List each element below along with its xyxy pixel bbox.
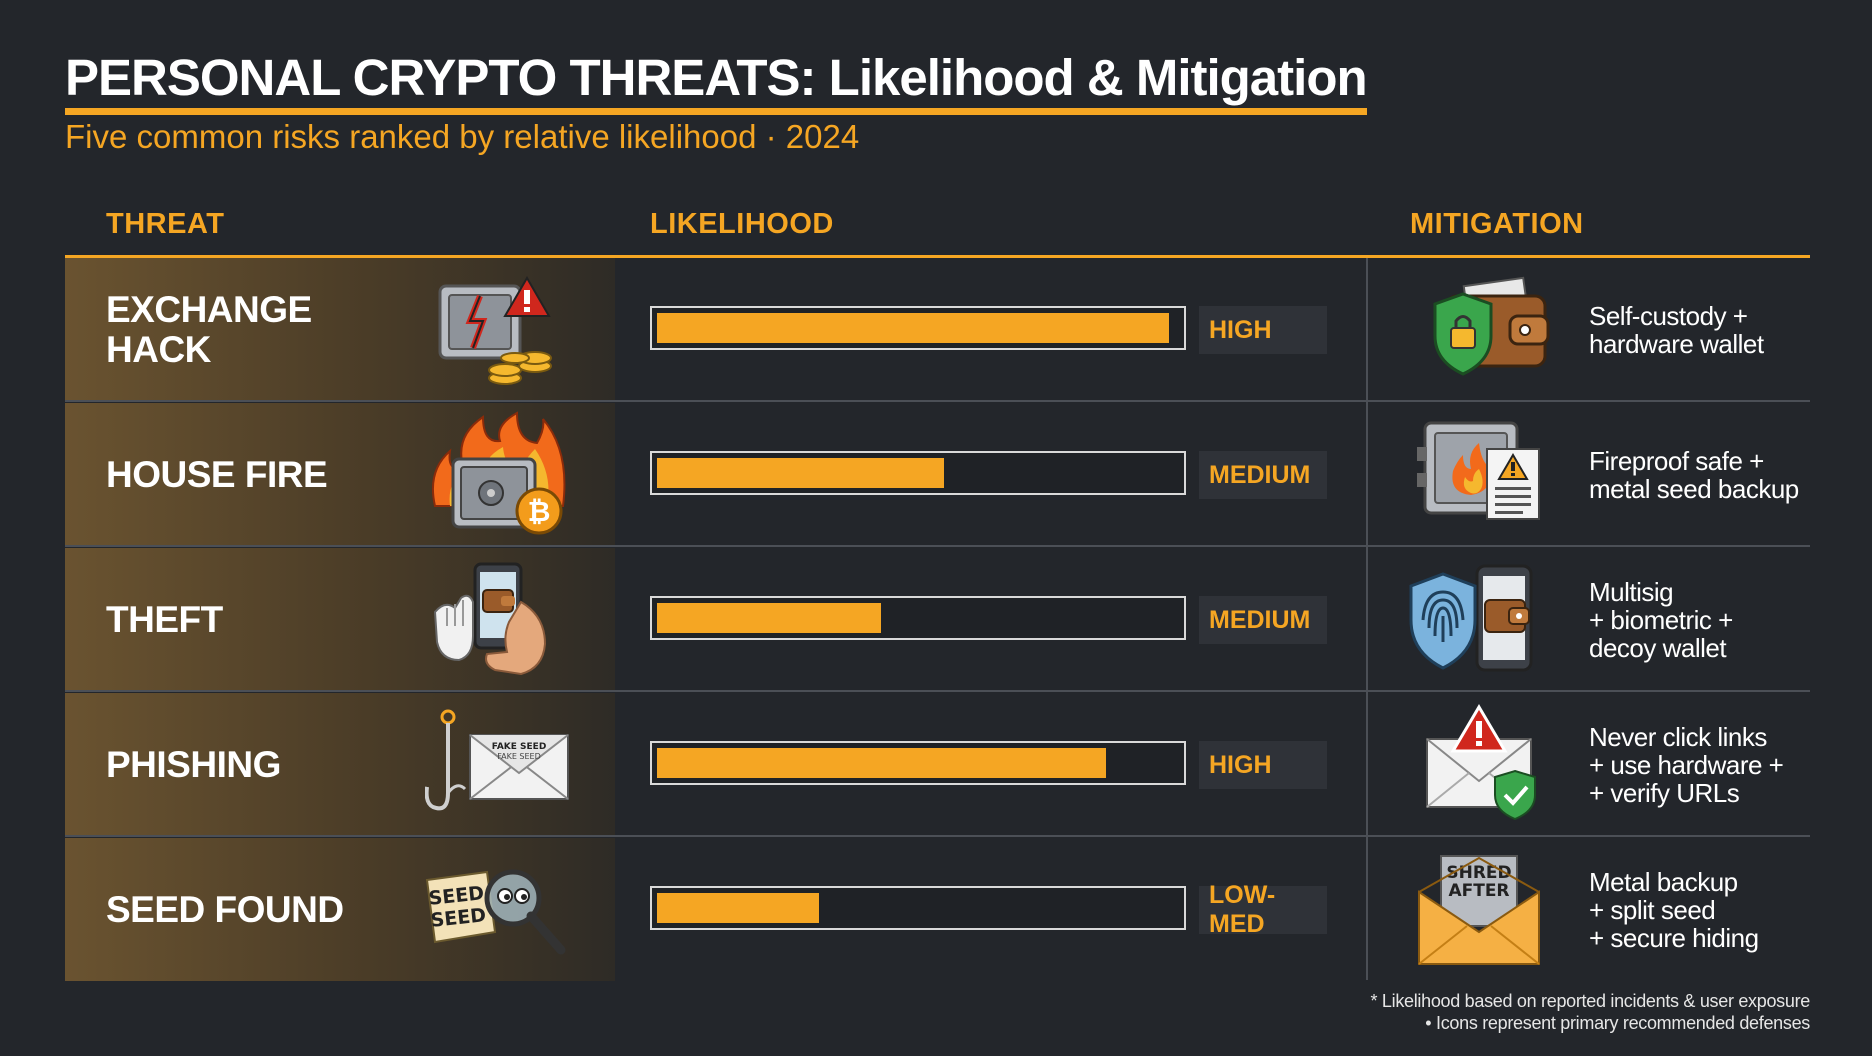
mitigation-line: hardware wallet [1589, 328, 1764, 359]
likelihood-level-label: MEDIUM [1199, 451, 1327, 499]
threat-row: SEED FOUND SEED SEED LOW-MED SHRED AFTER [65, 838, 1810, 981]
mitigation-line: Fireproof safe + [1589, 445, 1764, 476]
threat-label: HOUSE FIRE [106, 403, 436, 546]
burning-safe-icon: ₿ [431, 411, 566, 535]
row-divider [65, 545, 1810, 547]
fingerprint-phone-icon [1409, 564, 1533, 672]
mitigation-line: Metal backup [1589, 866, 1738, 897]
shred-paper-text: SHRED [1446, 863, 1511, 883]
threat-label: EXCHANGE HACK [106, 258, 436, 401]
threat-label: PHISHING [106, 693, 436, 836]
threat-label-line: SEED FOUND [106, 888, 344, 930]
header-rule [65, 255, 1810, 258]
row-divider [65, 690, 1810, 692]
likelihood-bar [657, 458, 944, 488]
phone-grab-icon [433, 562, 547, 676]
row-divider [65, 400, 1810, 402]
mitigation-text: Self-custody + hardware wallet [1589, 258, 1809, 401]
mitigation-text: Fireproof safe + metal seed backup [1589, 403, 1809, 546]
hook-email-icon: FAKE SEED FAKE SEED [425, 709, 569, 811]
mitigation-line: decoy wallet [1589, 632, 1727, 663]
shred-envelope-icon: SHRED AFTER [1418, 855, 1540, 965]
likelihood-bar-track [650, 741, 1186, 785]
likelihood-bar [657, 603, 881, 633]
likelihood-bar-track [650, 886, 1186, 930]
threat-label: THEFT [106, 548, 436, 691]
wallet-shield-icon [1433, 276, 1550, 376]
threat-label-line: HOUSE FIRE [106, 453, 328, 495]
mitigation-line: + use hardware + [1589, 749, 1784, 780]
threat-label: SEED FOUND [106, 838, 436, 981]
mitigation-line: Multisig [1589, 576, 1674, 607]
footnote: * Likelihood based on reported incidents… [1371, 990, 1811, 1034]
page-title: PERSONAL CRYPTO THREATS: Likelihood & Mi… [65, 48, 1368, 115]
mitigation-line: + split seed [1589, 894, 1716, 925]
mitigation-line: Never click links [1589, 721, 1767, 752]
svg-text:₿: ₿ [528, 495, 551, 528]
likelihood-level-label: HIGH [1199, 306, 1327, 354]
row-divider [65, 835, 1810, 837]
fireproof-safe-icon [1417, 421, 1540, 520]
threat-row: HOUSE FIRE ₿ MEDIUM [65, 403, 1810, 547]
threat-row: EXCHANGE HACK HIGH [65, 258, 1810, 402]
likelihood-bar [657, 313, 1169, 343]
footnote-line: • Icons represent primary recommended de… [1425, 1013, 1810, 1033]
mitigation-text: Never click links + use hardware + + ver… [1589, 693, 1809, 836]
mitigation-text: Metal backup + split seed + secure hidin… [1589, 838, 1809, 981]
verified-email-icon [1426, 704, 1536, 821]
seed-magnifier-icon: SEED SEED [425, 869, 566, 955]
shred-paper-text: AFTER [1448, 881, 1509, 901]
mitigation-column-separator [1366, 258, 1368, 980]
threat-row: THEFT MEDIUM [65, 548, 1810, 692]
mitigation-line: + secure hiding [1589, 922, 1759, 953]
footnote-line: * Likelihood based on reported incidents… [1370, 991, 1811, 1011]
mitigation-line: + verify URLs [1589, 777, 1740, 808]
likelihood-level-label: MEDIUM [1199, 596, 1327, 644]
title-block: PERSONAL CRYPTO THREATS: Likelihood & Mi… [65, 48, 1368, 115]
fake-seed-text: FAKE SEED [492, 742, 547, 752]
likelihood-bar-track [650, 306, 1186, 350]
threat-label-line: EXCHANGE [106, 288, 312, 330]
vault-hack-icon [438, 276, 552, 385]
threat-label-line: THEFT [106, 598, 223, 640]
column-header-threat: THREAT [106, 208, 225, 240]
likelihood-level-label: HIGH [1199, 741, 1327, 789]
threat-label-line: HACK [106, 328, 211, 370]
mitigation-line: + biometric + [1589, 604, 1733, 635]
column-header-mitigation: MITIGATION [1410, 208, 1584, 240]
mitigation-text: Multisig + biometric + decoy wallet [1589, 548, 1809, 691]
threat-panel [65, 258, 615, 401]
likelihood-bar [657, 748, 1106, 778]
fake-seed-text: FAKE SEED [497, 752, 541, 761]
likelihood-bar-track [650, 596, 1186, 640]
likelihood-bar-track [650, 451, 1186, 495]
page-subtitle: Five common risks ranked by relative lik… [65, 118, 860, 155]
threat-row: PHISHING FAKE SEED FAKE SEED HIGH [65, 693, 1810, 837]
threat-label-line: PHISHING [106, 743, 281, 785]
mitigation-line: metal seed backup [1589, 473, 1799, 504]
column-header-likelihood: LIKELIHOOD [650, 208, 834, 240]
likelihood-level-label: LOW-MED [1199, 881, 1327, 938]
likelihood-bar [657, 893, 819, 923]
mitigation-line: Self-custody + [1589, 300, 1748, 331]
